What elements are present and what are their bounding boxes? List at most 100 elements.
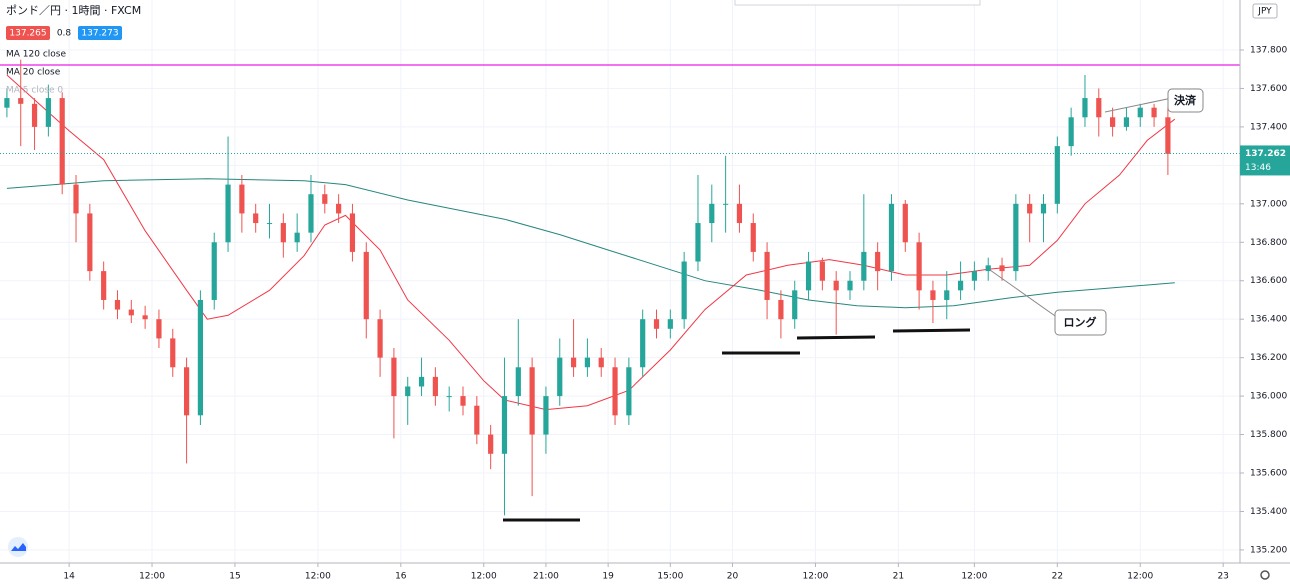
- x-tick-label: 15: [229, 572, 240, 582]
- candle-body: [1013, 203, 1019, 272]
- legend-entry: MA 120 close: [6, 50, 66, 60]
- candle-body: [930, 290, 936, 300]
- legend-entry: MA 20 close: [6, 68, 61, 78]
- candle-body: [418, 376, 425, 387]
- callout-box[interactable]: [1167, 88, 1204, 113]
- candle-body: [1110, 117, 1116, 127]
- callout-box[interactable]: [1054, 309, 1107, 336]
- candle-body: [197, 299, 204, 416]
- logo-icon: [11, 543, 26, 551]
- candle-body: [902, 203, 908, 243]
- candle-body: [653, 319, 660, 329]
- settings-icon[interactable]: [1260, 570, 1270, 580]
- candle-body: [584, 357, 591, 368]
- candle-body: [336, 203, 342, 214]
- candle-body: [626, 367, 632, 416]
- x-tick-label: 12:00: [471, 572, 497, 582]
- candle-body: [764, 251, 770, 300]
- candle-body: [515, 367, 521, 397]
- callout-text: ロング: [1064, 315, 1097, 329]
- x-tick-label: 12:00: [802, 572, 828, 582]
- x-tick-label: 15:00: [657, 572, 683, 582]
- candle-body: [792, 290, 798, 320]
- bid-price: 137.265: [9, 29, 46, 39]
- plot-area: [0, 59, 1240, 516]
- candle-body: [377, 319, 383, 358]
- candle-body: [363, 251, 369, 320]
- candle-body: [322, 194, 328, 204]
- candle-body: [501, 396, 508, 454]
- candle-body: [294, 232, 300, 243]
- candle-body: [432, 376, 438, 397]
- candle-body: [916, 242, 922, 291]
- currency: JPY: [1257, 7, 1272, 17]
- candle-body: [1137, 107, 1143, 118]
- x-tick-label: 20: [727, 572, 739, 582]
- y-tick-label: 137.800: [1250, 45, 1287, 55]
- x-tick-label: 19: [602, 572, 614, 582]
- y-tick-label: 136.600: [1250, 276, 1287, 286]
- candle-body: [723, 203, 729, 205]
- y-tick-label: 137.000: [1250, 199, 1287, 209]
- candle-body: [888, 203, 895, 272]
- support-line: [796, 335, 876, 340]
- spread: 0.8: [57, 29, 72, 39]
- x-tick-label: 21:00: [533, 572, 559, 582]
- ma-line: [6, 74, 1176, 411]
- candle-body: [4, 98, 10, 108]
- candle-body: [474, 405, 480, 435]
- support-line: [892, 328, 971, 333]
- x-tick-label: 12:00: [305, 572, 331, 582]
- candle-body: [847, 280, 853, 291]
- candle-body: [709, 203, 715, 224]
- candle-body: [985, 265, 991, 272]
- candle-body: [861, 251, 867, 281]
- candle-body: [253, 213, 259, 224]
- candle-body: [957, 280, 964, 291]
- bid-box[interactable]: [6, 26, 50, 40]
- last-price-label: 137.262: [1245, 149, 1286, 159]
- candle-body: [640, 319, 646, 368]
- candle-body: [266, 223, 273, 225]
- candle-body: [971, 271, 977, 281]
- candle-body: [570, 357, 577, 368]
- ask-box[interactable]: [78, 26, 122, 40]
- y-tick-label: 135.800: [1250, 430, 1287, 440]
- callout-pointer: [1104, 97, 1173, 113]
- symbol-title: ポンド／円 · 1時間 · FXCM: [6, 4, 141, 17]
- candle-body: [1165, 117, 1171, 154]
- candle-body: [805, 261, 812, 291]
- candle-body: [529, 367, 535, 435]
- candle-body: [598, 357, 604, 368]
- candle-body: [488, 434, 494, 454]
- candle-body: [557, 357, 563, 397]
- last-price-box: [1240, 145, 1290, 176]
- y-tick-label: 136.000: [1250, 392, 1287, 402]
- candle-body: [18, 98, 24, 104]
- candle-body: [736, 203, 743, 224]
- y-tick-label: 137.600: [1250, 84, 1287, 94]
- currency-box[interactable]: [1252, 3, 1278, 19]
- candle-body: [446, 396, 452, 398]
- last-time-label: 13:46: [1245, 163, 1271, 173]
- grid: [0, 0, 1240, 563]
- candle-body: [833, 280, 839, 291]
- toolbar[interactable]: [734, 0, 981, 6]
- x-tick-label: 12:00: [961, 572, 987, 582]
- candle-body: [1068, 117, 1074, 147]
- callout-pointer: [989, 269, 1059, 319]
- support-lines: [503, 328, 971, 522]
- candle-body: [156, 319, 162, 339]
- candle-body: [1151, 107, 1157, 118]
- y-tick-label: 136.400: [1250, 315, 1287, 325]
- candle-body: [59, 98, 65, 185]
- candle-body: [667, 319, 673, 329]
- ask-price: 137.273: [81, 29, 118, 39]
- candle-body: [45, 98, 51, 127]
- candle-body: [1040, 203, 1047, 214]
- candle-body: [128, 309, 134, 316]
- candle-body: [211, 242, 217, 300]
- logo[interactable]: [8, 537, 28, 557]
- candle-body: [183, 367, 190, 416]
- candle-body: [101, 271, 107, 300]
